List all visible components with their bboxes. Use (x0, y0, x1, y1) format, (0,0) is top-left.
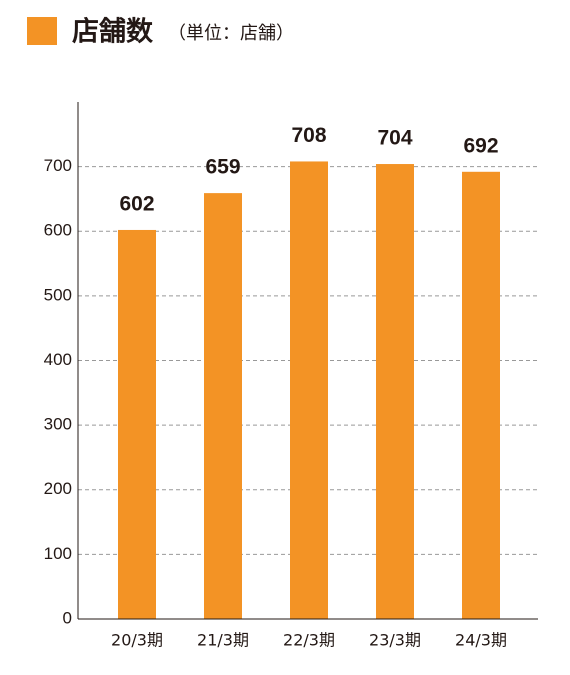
data-label: 704 (377, 127, 412, 150)
x-tick-label: 22/3期 (283, 631, 335, 650)
y-tick-label: 200 (44, 479, 72, 498)
data-label: 692 (463, 134, 498, 157)
y-tick-label: 400 (44, 350, 72, 369)
chart-title: 店舗数 (72, 17, 154, 48)
x-tick-label: 24/3期 (455, 631, 507, 650)
y-tick-label: 0 (63, 608, 72, 627)
bar (290, 161, 328, 619)
bar (462, 171, 500, 620)
title-marker (27, 17, 57, 45)
y-tick-label: 600 (44, 221, 72, 240)
bar (376, 164, 414, 620)
x-tick-label: 20/3期 (111, 631, 163, 650)
x-tick-label: 23/3期 (369, 631, 421, 650)
chart-subtitle: （単位：店舗） (168, 23, 294, 44)
y-tick-label: 500 (44, 285, 72, 304)
x-tick-label: 21/3期 (197, 631, 249, 650)
y-tick-label: 100 (44, 544, 72, 563)
bar (204, 193, 242, 619)
data-label: 602 (119, 193, 154, 216)
data-label: 708 (291, 124, 326, 147)
y-tick-label: 700 (44, 156, 72, 175)
bar (118, 229, 156, 619)
y-tick-label: 300 (44, 415, 72, 434)
data-label: 659 (205, 156, 240, 179)
